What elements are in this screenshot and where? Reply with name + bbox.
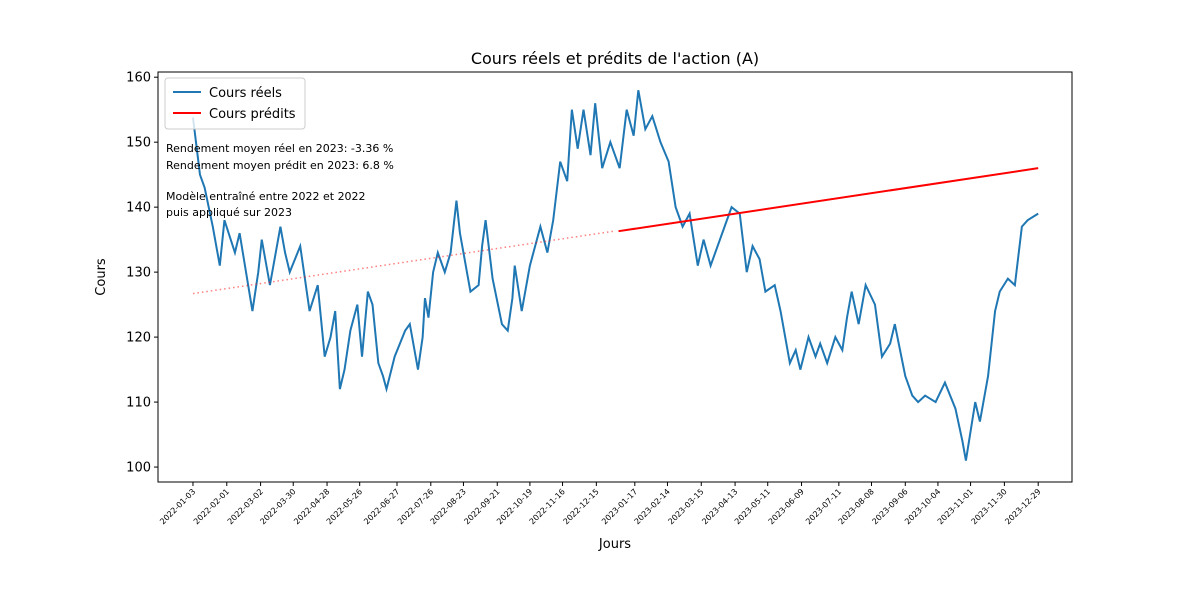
legend-box (164, 77, 306, 130)
y-axis-label: Cours (94, 258, 109, 296)
y-tick-label: 120 (126, 331, 151, 346)
annotation: Rendement moyen réel en 2023: -3.36 % (166, 142, 393, 155)
line-series (192, 230, 614, 295)
x-axis-label: Jours (598, 537, 631, 552)
line-series (191, 90, 1039, 461)
axes-frame (157, 71, 1073, 483)
y-tick-label: 110 (126, 396, 151, 411)
y-tick-label: 140 (126, 201, 151, 216)
annotation: Rendement moyen prédit en 2023: 6.8 % (166, 159, 394, 172)
legend-label: Cours réels (209, 86, 282, 101)
chart-title: Cours réels et prédits de l'action (A) (471, 49, 759, 68)
annotation: Modèle entraîné entre 2022 et 2022 (166, 190, 366, 203)
y-tick-label: 130 (126, 266, 151, 281)
annotation: puis appliqué sur 2023 (166, 206, 292, 219)
y-tick-label: 150 (126, 136, 151, 151)
y-tick-label: 100 (126, 461, 151, 476)
line-series (618, 167, 1039, 233)
legend-label: Cours prédits (209, 107, 296, 122)
y-tick-label: 160 (126, 71, 151, 86)
